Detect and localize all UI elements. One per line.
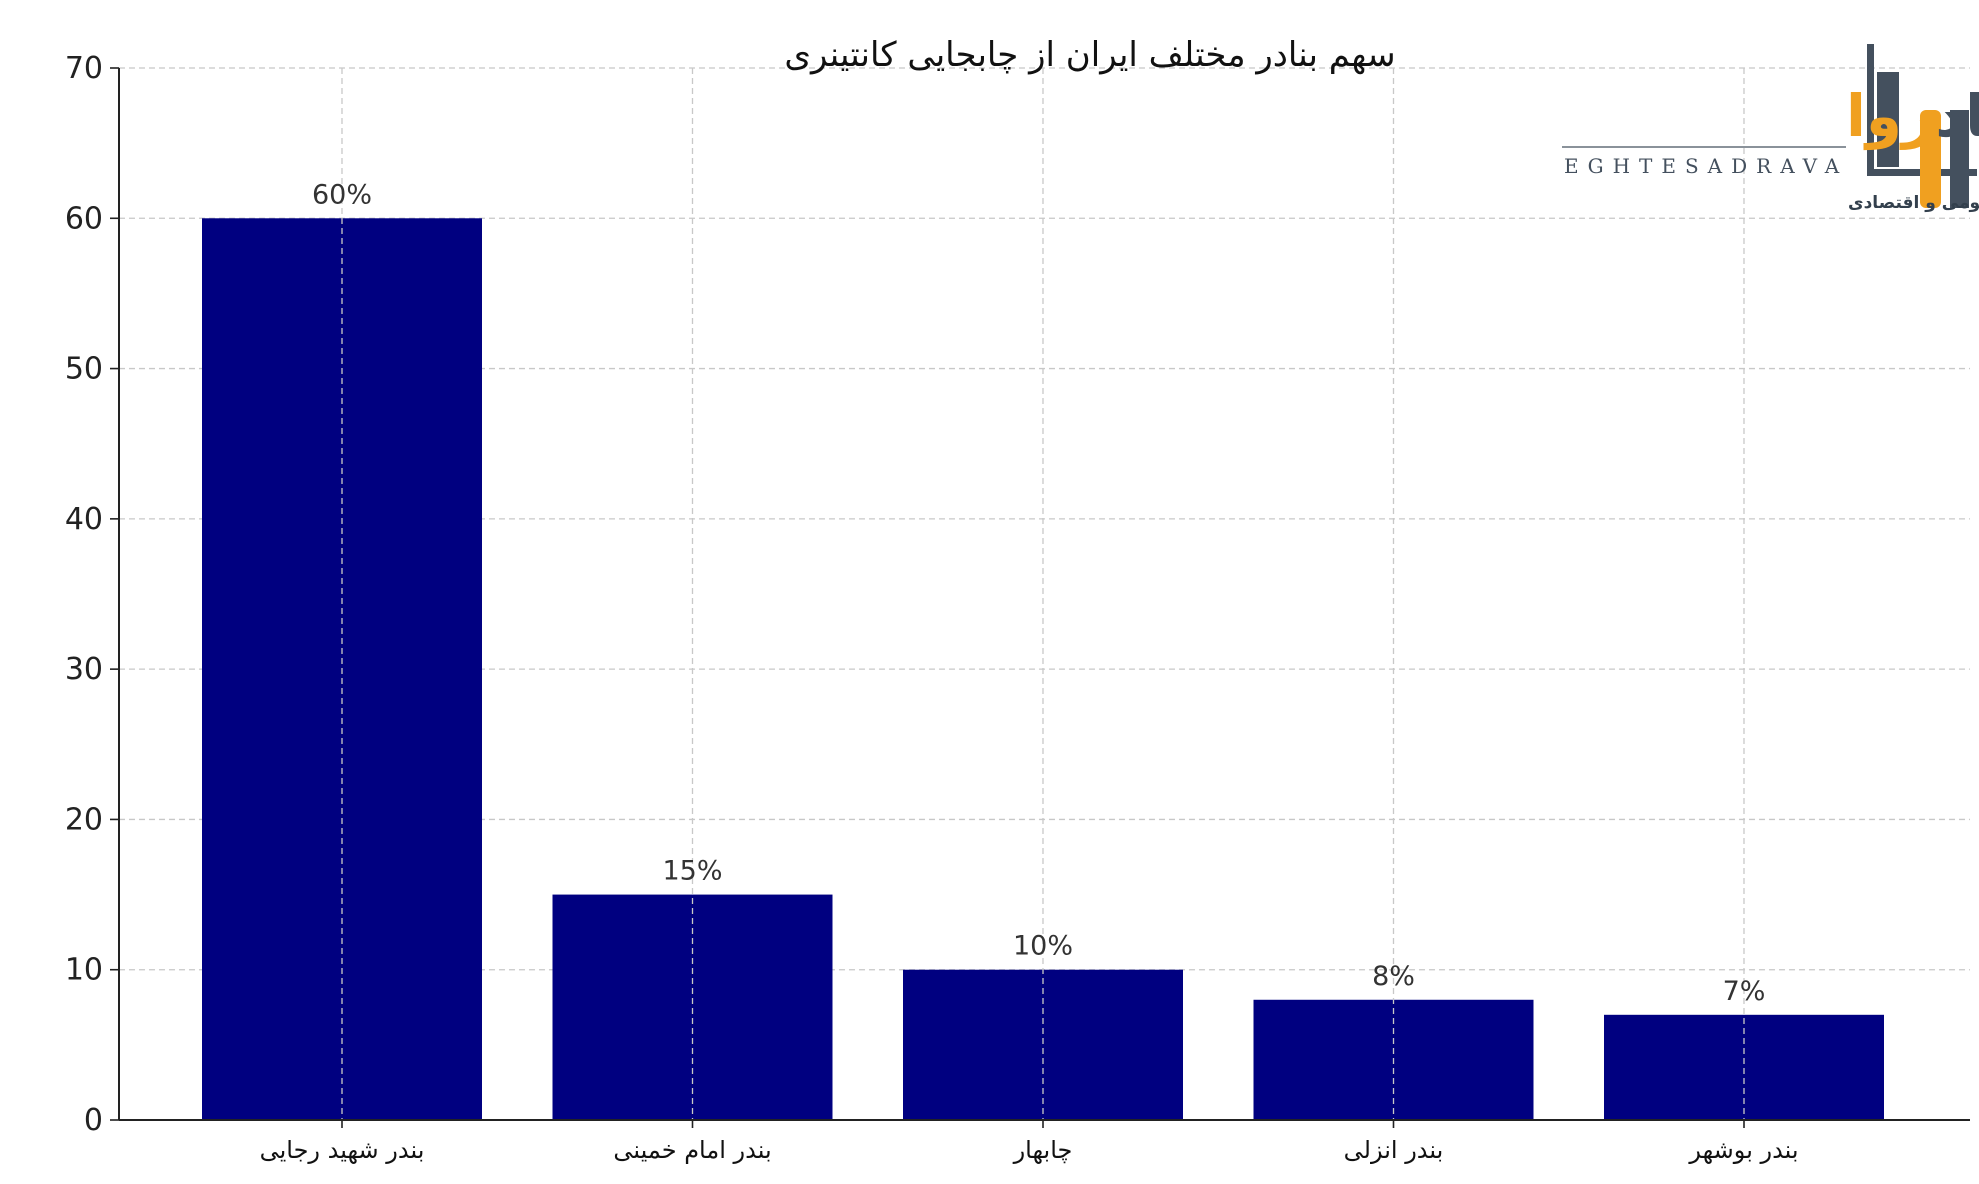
x-tick-label: بندر امام خمینی	[613, 1136, 771, 1164]
y-tick-label: 60	[65, 201, 103, 236]
y-tick-label: 10	[65, 953, 103, 988]
data-label: 60%	[312, 179, 372, 210]
logo-latin: EGHTESADRAVA	[1564, 154, 1848, 178]
brand-logo: اقتصادروا EGHTESADRAVA رسانه تخصصی حکمرو…	[1562, 44, 1979, 213]
y-tick-label: 70	[65, 51, 103, 86]
logo-wordmark: اقتصادروا	[1846, 82, 1979, 151]
y-tick-label: 20	[65, 802, 103, 837]
data-label: 8%	[1372, 961, 1415, 992]
logo-wordmark-dark: اقتصاد	[1935, 82, 1979, 150]
y-tick-label: 30	[65, 652, 103, 687]
x-tick-label: بندر انزلی	[1344, 1136, 1444, 1164]
x-tick-label: بندر بوشهر	[1688, 1136, 1798, 1164]
logo-wordmark-accent: روا	[1846, 82, 1935, 151]
bar	[903, 969, 1183, 1120]
axes-layer	[110, 67, 1970, 1128]
data-label: 7%	[1723, 976, 1766, 1007]
logo-mark-icon	[1867, 44, 1977, 208]
chart-title: سهم بنادر مختلف ایران از چابجایی کانتینر…	[784, 35, 1395, 75]
logo-tagline: رسانه تخصصی حکمروایی و سیاستگذاری عمومی …	[1848, 192, 1979, 213]
y-tick-label: 40	[65, 502, 103, 537]
x-tick-label: بندر شهید رجایی	[260, 1136, 425, 1164]
data-label: 15%	[662, 856, 722, 887]
y-tick-label: 50	[65, 352, 103, 387]
data-label: 10%	[1013, 931, 1073, 962]
y-tick-label: 0	[84, 1103, 103, 1138]
x-tick-label: چابهار	[1013, 1136, 1073, 1164]
labels-layer: 0 10 20 30 40 50 60 70 60% بندر شهید رجایی 15% بندر…	[65, 51, 1799, 1164]
